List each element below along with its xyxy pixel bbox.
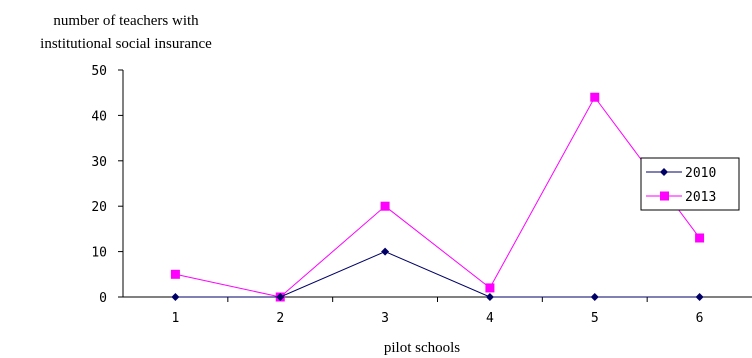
x-tick-label: 5 <box>591 311 599 326</box>
x-tick-label: 2 <box>276 311 284 326</box>
legend-marker-2013 <box>660 191 669 201</box>
legend-label-2010: 2010 <box>685 166 716 181</box>
data-point-2013 <box>695 233 705 243</box>
y-axis-label-line-2: institutional social insurance <box>40 36 212 52</box>
x-tick-label: 4 <box>486 311 494 326</box>
series-layer <box>170 92 705 302</box>
data-point-2013 <box>170 269 180 279</box>
legend: 2010 2013 <box>640 157 740 211</box>
y-tick-label: 10 <box>91 246 107 261</box>
y-tick-label: 40 <box>91 109 107 124</box>
y-tick-label: 20 <box>91 200 107 215</box>
series-2013 <box>170 92 705 302</box>
series-line-2010 <box>175 251 700 298</box>
x-tick-label: 3 <box>381 311 389 326</box>
legend-marker-2010 <box>660 168 668 176</box>
y-tick-labels: 0 10 20 30 40 50 <box>91 64 107 306</box>
legend-box <box>640 157 740 211</box>
series-2010 <box>171 247 704 301</box>
x-axis-label: pilot schools <box>384 340 460 356</box>
data-point-2010 <box>276 293 285 301</box>
y-tick-label: 30 <box>91 155 107 170</box>
legend-label-2013: 2013 <box>685 190 716 205</box>
x-tick-labels: 1 2 3 4 5 6 <box>172 311 704 326</box>
data-point-2010 <box>171 293 180 301</box>
x-tick-label: 1 <box>172 311 180 326</box>
data-point-2010 <box>590 293 599 301</box>
data-point-2010 <box>381 247 390 256</box>
y-axis-label-line-1: number of teachers with <box>53 13 199 29</box>
data-point-2013 <box>380 201 390 211</box>
y-tick-label: 50 <box>91 64 107 79</box>
series-line-2013 <box>175 96 700 298</box>
data-point-2013 <box>590 92 600 102</box>
data-point-2013 <box>485 283 495 293</box>
data-point-2010 <box>695 293 704 301</box>
y-tick-label: 0 <box>99 291 107 306</box>
x-tick-label: 6 <box>696 311 704 326</box>
data-point-2010 <box>485 293 494 301</box>
